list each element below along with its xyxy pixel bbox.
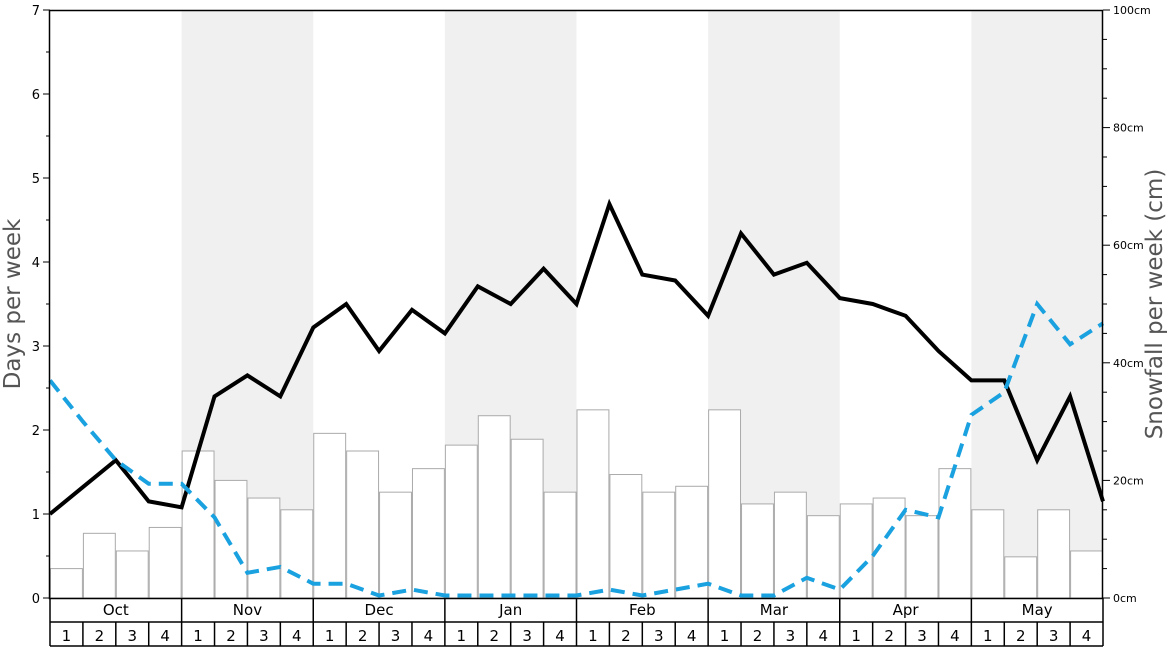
right-axis-title: Snowfall per week (cm) (1142, 169, 1168, 440)
week-label: 2 (226, 627, 236, 645)
month-label-feb: Feb (629, 601, 656, 619)
week-label: 3 (1049, 627, 1059, 645)
snowfall-bar (444, 444, 478, 599)
week-label: 1 (457, 627, 467, 645)
snowfall-bar (148, 526, 182, 599)
week-label: 1 (62, 627, 72, 645)
week-label: 4 (1082, 627, 1092, 645)
left-axis-tick-label: 3 (32, 340, 40, 355)
snowfall-bar (773, 491, 807, 599)
left-axis-tick-label: 1 (32, 508, 40, 523)
month-label-may: May (1022, 601, 1053, 619)
week-label: 4 (160, 627, 170, 645)
snowfall-bar (379, 491, 412, 599)
snowfall-bar (609, 474, 643, 599)
right-axis: 0cm 20cm 40cm 60cm 80cm 100cm (1103, 4, 1151, 605)
snowfall-bar (477, 415, 511, 599)
right-axis-tick-label: 0cm (1113, 592, 1137, 605)
week-label: 1 (325, 627, 335, 645)
snowfall-bar (510, 438, 544, 599)
snowfall-bar (938, 468, 972, 599)
week-label: 4 (292, 627, 302, 645)
month-label-mar: Mar (760, 601, 789, 619)
dashed-blue-line (48, 300, 1105, 598)
week-label: 1 (720, 627, 730, 645)
week-label: 2 (753, 627, 763, 645)
week-label: 1 (193, 627, 203, 645)
month-label-dec: Dec (365, 601, 394, 619)
week-label: 1 (983, 627, 993, 645)
right-axis-tick-label: 100cm (1113, 4, 1151, 17)
week-label: 2 (358, 627, 368, 645)
week-label: 4 (555, 627, 565, 645)
week-label: 2 (1016, 627, 1026, 645)
snowfall-bar (346, 450, 380, 599)
snowfall-bar (1070, 550, 1103, 599)
week-label: 4 (819, 627, 829, 645)
week-label: 3 (259, 627, 269, 645)
left-axis-tick-label: 5 (32, 172, 40, 187)
month-label-jan: Jan (498, 601, 522, 619)
left-axis-tick-label: 0 (32, 592, 40, 607)
month-label-nov: Nov (233, 601, 262, 619)
left-axis-tick-label: 6 (32, 88, 40, 103)
data-lines (48, 198, 1105, 598)
week-label: 3 (522, 627, 532, 645)
snowfall-bar (576, 409, 610, 599)
right-axis-tick-label: 20cm (1113, 474, 1144, 487)
snowfall-bar (313, 432, 347, 599)
x-axis-month-week-grid: Oct Nov Dec Jan Feb Mar Apr May 1 2 3 4 1 2 3 4 1 2 3 4 1 2 3 4… (49, 598, 1104, 647)
snowfall-bar (1004, 556, 1038, 599)
snowfall-bar (1037, 509, 1071, 599)
left-axis: 0 1 2 3 4 5 6 7 (32, 4, 50, 607)
snowfall-bar (741, 503, 774, 599)
solid-black-line (48, 198, 1105, 516)
snowfall-bar (543, 491, 577, 599)
left-axis-tick-label: 7 (32, 4, 40, 19)
snowfall-bar (905, 515, 939, 599)
week-label: 2 (489, 627, 499, 645)
week-label: 3 (786, 627, 796, 645)
week-label: 1 (588, 627, 598, 645)
week-label: 4 (950, 627, 960, 645)
week-label: 3 (391, 627, 401, 645)
week-label: 2 (621, 627, 631, 645)
right-axis-tick-label: 60cm (1113, 239, 1144, 252)
week-label: 3 (654, 627, 664, 645)
snowfall-bar (411, 468, 445, 599)
left-axis-tick-label: 4 (32, 256, 40, 271)
snowfall-bars (50, 409, 1103, 599)
week-label: 3 (917, 627, 927, 645)
snowfall-bar (280, 509, 314, 599)
snowfall-bar (971, 509, 1005, 599)
snowfall-bar (82, 532, 116, 599)
left-axis-title: Days per week (0, 218, 26, 389)
snowfall-bar (181, 450, 215, 599)
snowfall-bar (708, 409, 742, 599)
week-label: 1 (851, 627, 861, 645)
month-label-oct: Oct (103, 601, 129, 619)
snowfall-bar (50, 568, 83, 599)
right-axis-tick-label: 40cm (1113, 357, 1144, 370)
week-label: 4 (687, 627, 697, 645)
week-label: 3 (127, 627, 137, 645)
right-axis-tick-label: 80cm (1113, 122, 1144, 135)
snowfall-bar (214, 479, 248, 599)
week-label: 2 (884, 627, 894, 645)
snowfall-bar (675, 485, 709, 599)
snowfall-bar (247, 497, 281, 599)
week-label: 2 (95, 627, 105, 645)
snowfall-bar (642, 491, 676, 599)
month-label-apr: Apr (893, 601, 920, 619)
snowfall-bar (115, 550, 149, 599)
week-label: 4 (424, 627, 434, 645)
left-axis-tick-label: 2 (32, 424, 40, 439)
